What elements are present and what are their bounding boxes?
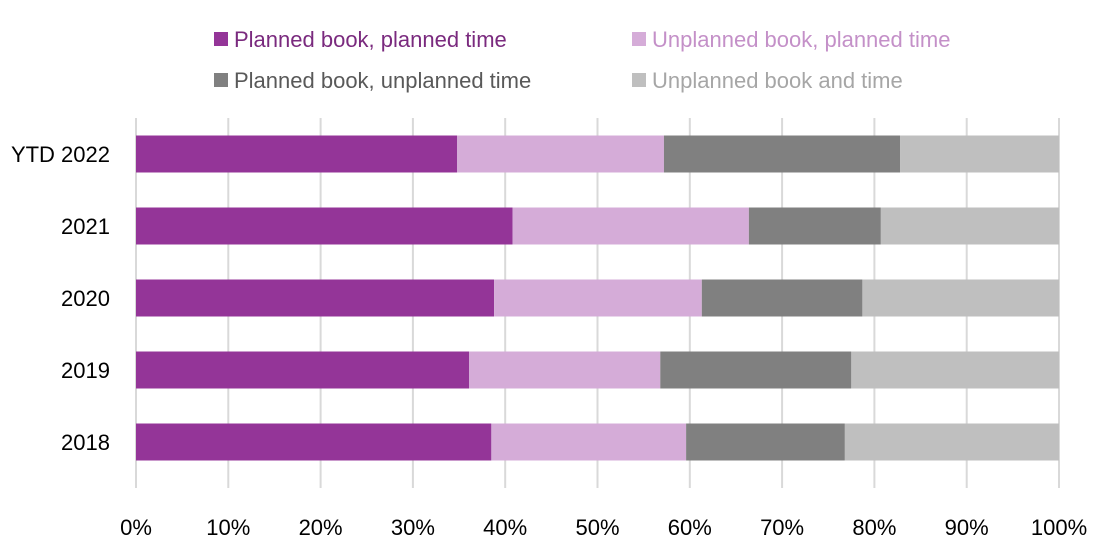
- x-tick-label: 20%: [299, 515, 343, 540]
- bar-planned-book-planned-time-ytd-2022: [136, 135, 458, 173]
- x-tick-label: 100%: [1031, 515, 1087, 540]
- bar-unplanned-book-and-time-2018: [844, 423, 1059, 461]
- legend: Planned book, planned time Unplanned book…: [214, 27, 950, 93]
- bar-unplanned-book-and-time-2020: [862, 279, 1059, 317]
- legend-swatch-planned-book-planned-time: [214, 32, 228, 46]
- legend-label-planned-book-planned-time: Planned book, planned time: [234, 27, 507, 52]
- bar-unplanned-book-and-time-ytd-2022: [900, 135, 1059, 173]
- y-category-label: YTD 2022: [11, 142, 110, 167]
- x-tick-label: 80%: [852, 515, 896, 540]
- x-tick-label: 60%: [668, 515, 712, 540]
- x-tick-label: 70%: [760, 515, 804, 540]
- legend-swatch-unplanned-book-planned-time: [632, 32, 646, 46]
- bar-unplanned-book-planned-time-2019: [469, 351, 661, 389]
- legend-swatch-planned-book-unplanned-time: [214, 73, 228, 87]
- bar-unplanned-book-and-time-2019: [851, 351, 1059, 389]
- bar-unplanned-book-and-time-2021: [880, 207, 1059, 245]
- y-category-label: 2019: [61, 358, 110, 383]
- legend-label-unplanned-book-planned-time: Unplanned book, planned time: [652, 27, 950, 52]
- bar-unplanned-book-planned-time-2021: [512, 207, 749, 245]
- x-tick-label: 0%: [120, 515, 152, 540]
- bar-planned-book-unplanned-time-2019: [660, 351, 852, 389]
- bar-planned-book-unplanned-time-2021: [748, 207, 881, 245]
- legend-label-unplanned-book-and-time: Unplanned book and time: [652, 68, 903, 93]
- bar-unplanned-book-planned-time-2020: [494, 279, 702, 317]
- bar-planned-book-planned-time-2019: [136, 351, 470, 389]
- x-axis: 0% 10% 20% 30% 40% 50% 60% 70% 80% 90% 100%: [120, 515, 1087, 540]
- bars: [136, 135, 1059, 461]
- y-category-label: 2021: [61, 214, 110, 239]
- bar-unplanned-book-planned-time-ytd-2022: [457, 135, 664, 173]
- y-category-label: 2020: [61, 286, 110, 311]
- legend-swatch-unplanned-book-and-time: [632, 73, 646, 87]
- bar-planned-book-planned-time-2020: [136, 279, 495, 317]
- legend-label-planned-book-unplanned-time: Planned book, unplanned time: [234, 68, 531, 93]
- x-tick-label: 30%: [391, 515, 435, 540]
- bar-planned-book-unplanned-time-2018: [686, 423, 845, 461]
- bar-planned-book-planned-time-2021: [136, 207, 513, 245]
- y-axis: YTD 2022 2021 2020 2019 2018: [11, 142, 110, 455]
- x-tick-label: 10%: [206, 515, 250, 540]
- x-tick-label: 40%: [483, 515, 527, 540]
- x-tick-label: 90%: [945, 515, 989, 540]
- bar-planned-book-planned-time-2018: [136, 423, 492, 461]
- bar-unplanned-book-planned-time-2018: [491, 423, 687, 461]
- y-category-label: 2018: [61, 430, 110, 455]
- bar-planned-book-unplanned-time-ytd-2022: [663, 135, 901, 173]
- x-tick-label: 50%: [575, 515, 619, 540]
- bar-planned-book-unplanned-time-2020: [701, 279, 863, 317]
